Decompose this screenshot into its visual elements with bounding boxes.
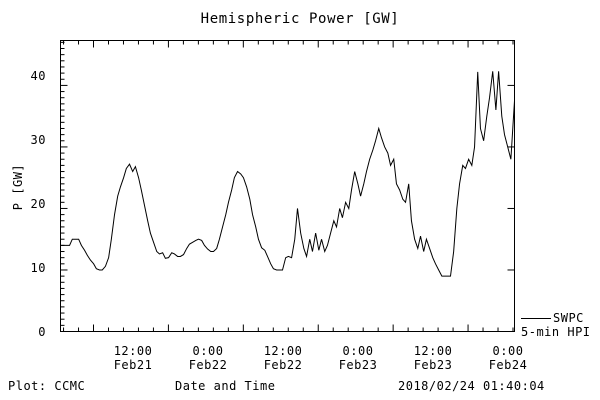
x-tick-time-5: 0:00 xyxy=(492,344,524,358)
legend-label-source: SWPC xyxy=(553,311,584,325)
x-tick-time-3: 0:00 xyxy=(342,344,374,358)
y-tick-label-30: 30 xyxy=(30,133,46,147)
y-tick-label-10: 10 xyxy=(30,261,46,275)
x-axis-label: Date and Time xyxy=(175,379,276,393)
data-series-line xyxy=(60,71,515,277)
x-tick-date-1: Feb22 xyxy=(188,358,228,372)
plot-frame xyxy=(60,40,515,332)
x-tick-date-3: Feb23 xyxy=(338,358,378,372)
y-tick-label-40: 40 xyxy=(30,69,46,83)
x-tick-time-1: 0:00 xyxy=(192,344,224,358)
x-tick-date-5: Feb24 xyxy=(488,358,528,372)
y-tick-label-0: 0 xyxy=(38,325,46,339)
plot-credit: Plot: CCMC xyxy=(8,379,86,393)
x-tick-date-2: Feb22 xyxy=(263,358,303,372)
x-tick-time-4: 12:00 xyxy=(413,344,453,358)
x-axis-ticks xyxy=(63,40,514,332)
generation-timestamp: 2018/02/24 01:40:04 xyxy=(398,379,545,393)
x-tick-time-0: 12:00 xyxy=(113,344,153,358)
legend-label-product: 5-min HPI xyxy=(521,325,591,339)
x-tick-date-4: Feb23 xyxy=(413,358,453,372)
y-tick-label-20: 20 xyxy=(30,197,46,211)
x-tick-date-0: Feb21 xyxy=(113,358,153,372)
y-axis-ticks xyxy=(60,41,515,332)
x-tick-time-2: 12:00 xyxy=(263,344,303,358)
chart-title: Hemispheric Power [GW] xyxy=(200,11,400,27)
